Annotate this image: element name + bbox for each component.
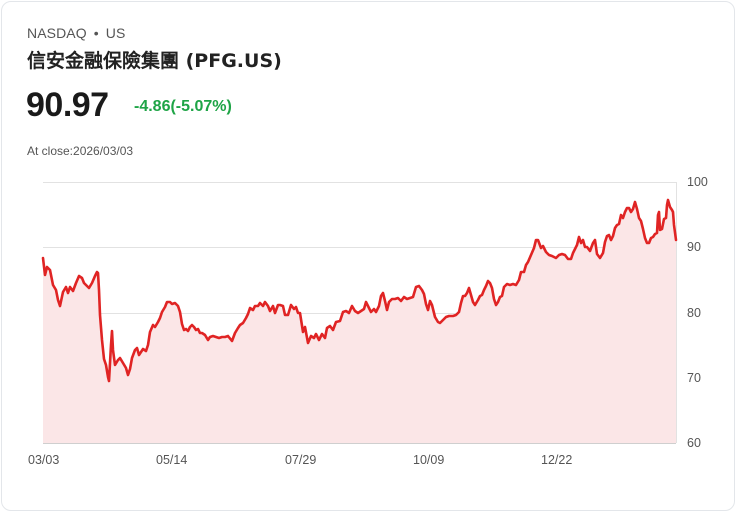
current-price: 90.97 (26, 86, 109, 124)
stock-title: 信安金融保險集團 (PFG.US) (27, 50, 282, 72)
price-change: -4.86(-5.07%) (134, 98, 232, 115)
exchange-name: NASDAQ (27, 25, 87, 41)
x-tick-2: 05/14 (156, 453, 188, 467)
price-line (41, 198, 678, 383)
y-tick-70: 70 (687, 371, 701, 385)
y-tick-90: 90 (687, 240, 701, 254)
y-tick-100: 100 (687, 175, 708, 189)
x-tick-5: 12/22 (541, 453, 573, 467)
separator-dot: • (93, 25, 99, 41)
y-tick-80: 80 (687, 306, 701, 320)
x-tick-4: 10/09 (413, 453, 445, 467)
y-tick-60: 60 (687, 436, 701, 450)
x-tick-1: 03/03 (28, 453, 60, 467)
x-tick-3: 07/29 (285, 453, 317, 467)
exchange-line: NASDAQ • US (27, 25, 125, 41)
price-area (43, 200, 676, 443)
market-name: US (105, 25, 126, 41)
close-timestamp: At close:2026/03/03 (27, 144, 134, 158)
